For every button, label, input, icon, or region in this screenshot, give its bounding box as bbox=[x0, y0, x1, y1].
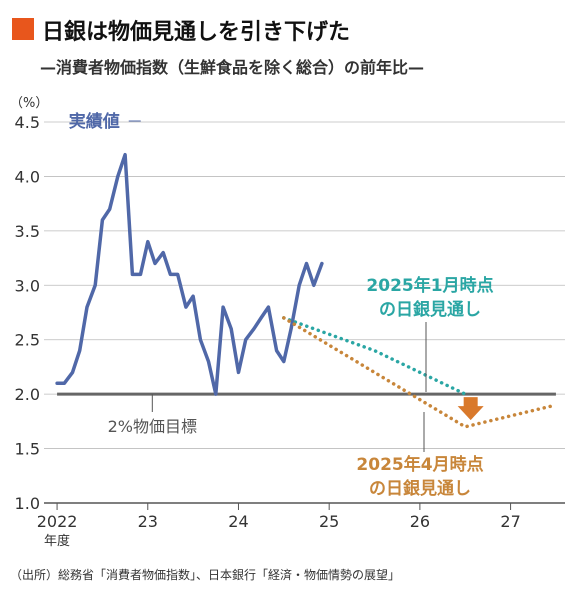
actual-label: 実績値 bbox=[69, 111, 120, 132]
x-tick-label: 2022 bbox=[37, 512, 78, 531]
revision-arrow-shaft bbox=[463, 397, 478, 408]
x-tick-label: 24 bbox=[228, 512, 248, 531]
y-tick-label: 3.5 bbox=[15, 222, 40, 241]
title-marker bbox=[12, 18, 34, 40]
series-line-1 bbox=[55, 152, 324, 396]
y-tick-label: 2.5 bbox=[15, 331, 40, 350]
y-axis-label: （%） bbox=[10, 96, 48, 111]
jan-outlook-label-line1: 2025年1月時点 bbox=[366, 275, 493, 296]
y-tick-label: 2.0 bbox=[15, 385, 40, 404]
jan-outlook-label-line2: の日銀見通し bbox=[379, 299, 481, 320]
apr-outlook-label-line2: の日銀見通し bbox=[369, 478, 471, 499]
source-note: （出所）総務省「消費者物価指数」、日本銀行「経済・物価情勢の展望」 bbox=[10, 568, 401, 582]
x-tick-label: 27 bbox=[500, 512, 520, 531]
apr-outlook-label-line1: 2025年4月時点 bbox=[356, 454, 483, 475]
x-tick-label: 26 bbox=[410, 512, 430, 531]
revision-arrow-head bbox=[457, 406, 484, 421]
x-tick-label: 25 bbox=[319, 512, 339, 531]
y-tick-label: 4.0 bbox=[15, 167, 40, 186]
series-line-3 bbox=[282, 316, 558, 429]
chart-subtitle: —消費者物価指数（生鮮食品を除く総合）の前年比— bbox=[40, 58, 425, 77]
y-tick-label: 1.0 bbox=[15, 494, 40, 513]
y-tick-label: 1.5 bbox=[15, 440, 40, 459]
y-tick-label: 3.0 bbox=[15, 276, 40, 295]
x-tick-label: 23 bbox=[138, 512, 158, 531]
x-unit-label: 年度 bbox=[44, 533, 70, 549]
chart-title: 日銀は物価見通しを引き下げた bbox=[42, 20, 351, 45]
y-tick-label: 4.5 bbox=[15, 113, 40, 132]
target-label: 2%物価目標 bbox=[108, 417, 197, 436]
series-line-2 bbox=[282, 316, 467, 396]
